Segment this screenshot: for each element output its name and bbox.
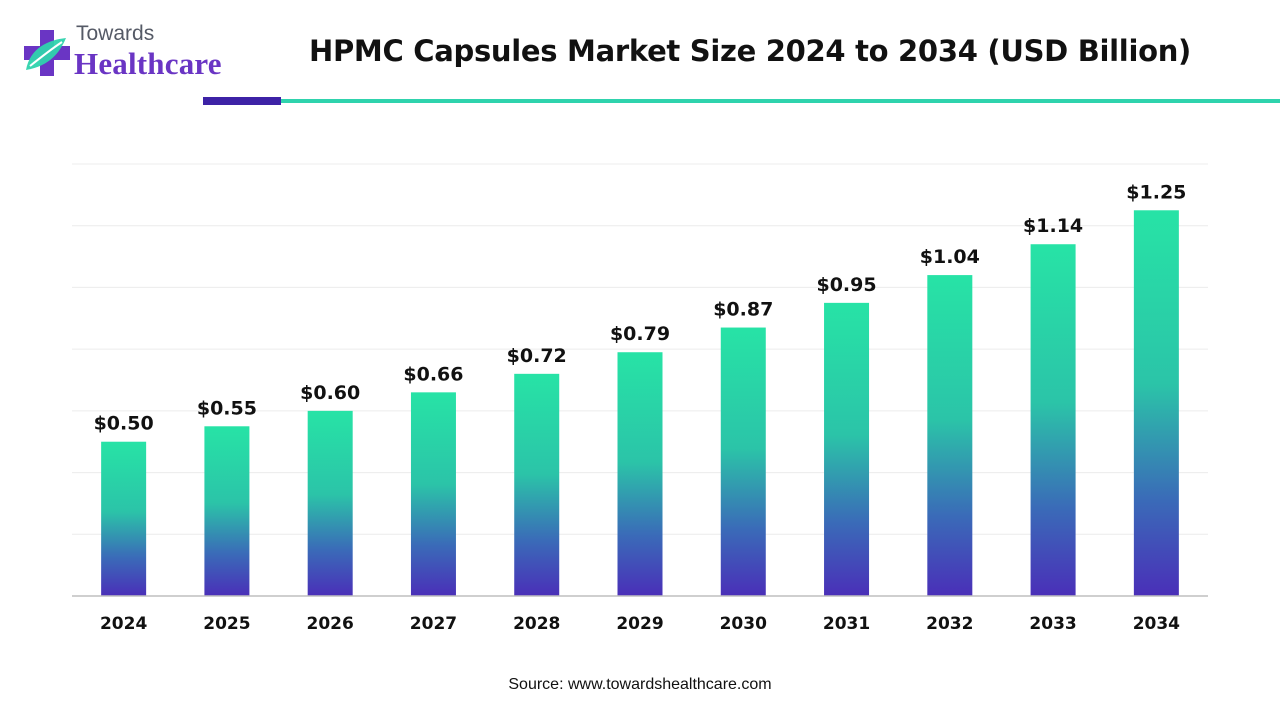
bar-value-label-2024: $0.50	[94, 413, 154, 435]
bar-value-label-2025: $0.55	[197, 397, 257, 419]
plus-cross-leaf-icon	[24, 30, 70, 76]
brand-logo: Towards Healthcare	[20, 20, 250, 84]
x-tick-labels: 2024 2025 2026 2027 2028 2029 2030 2031 2032 2033…	[100, 614, 1180, 634]
x-tick-label-2031: 2031	[823, 614, 870, 634]
bar-2033	[1030, 244, 1076, 596]
x-tick-label-2034: 2034	[1133, 614, 1180, 634]
source-note: Source: www.towardshealthcare.com	[508, 676, 772, 693]
x-tick-label-2026: 2026	[307, 614, 354, 634]
bar-2027	[410, 392, 456, 596]
x-tick-label-2028: 2028	[513, 614, 560, 634]
brand-line-2: Healthcare	[74, 46, 222, 81]
bar-2029	[617, 352, 663, 596]
bar-2026	[307, 410, 353, 596]
bar-value-label-2026: $0.60	[300, 382, 360, 404]
x-tick-label-2030: 2030	[720, 614, 767, 634]
x-tick-label-2032: 2032	[926, 614, 973, 634]
bar-value-label-2033: $1.14	[1023, 215, 1083, 237]
bar-2034	[1133, 210, 1179, 597]
chart-title: HPMC Capsules Market Size 2024 to 2034 (…	[308, 34, 1192, 68]
bar-value-label-2034: $1.25	[1126, 181, 1186, 203]
bar-2024	[101, 441, 147, 596]
bar-2032	[927, 275, 973, 596]
bars: $0.50 $0.55 $0.60 $0.66 $0.72 $0.79 $0.87 $0.95…	[94, 181, 1186, 597]
x-tick-label-2029: 2029	[616, 614, 663, 634]
header-rule-purple	[203, 97, 281, 105]
x-tick-label-2027: 2027	[410, 614, 457, 634]
bar-value-label-2027: $0.66	[403, 363, 463, 385]
bar-2031	[824, 302, 870, 596]
bar-value-label-2028: $0.72	[507, 345, 567, 367]
x-tick-label-2024: 2024	[100, 614, 147, 634]
header-rule-teal	[281, 99, 1280, 103]
x-tick-label-2033: 2033	[1029, 614, 1076, 634]
bar-value-label-2029: $0.79	[610, 323, 670, 345]
bar-value-label-2031: $0.95	[816, 274, 876, 296]
bar-2028	[514, 373, 560, 596]
bar-value-label-2030: $0.87	[713, 299, 773, 321]
bar-2025	[204, 426, 250, 596]
bar-value-label-2032: $1.04	[920, 246, 980, 268]
x-tick-label-2025: 2025	[203, 614, 250, 634]
brand-line-1: Towards	[76, 22, 155, 45]
bar-2030	[720, 327, 766, 596]
